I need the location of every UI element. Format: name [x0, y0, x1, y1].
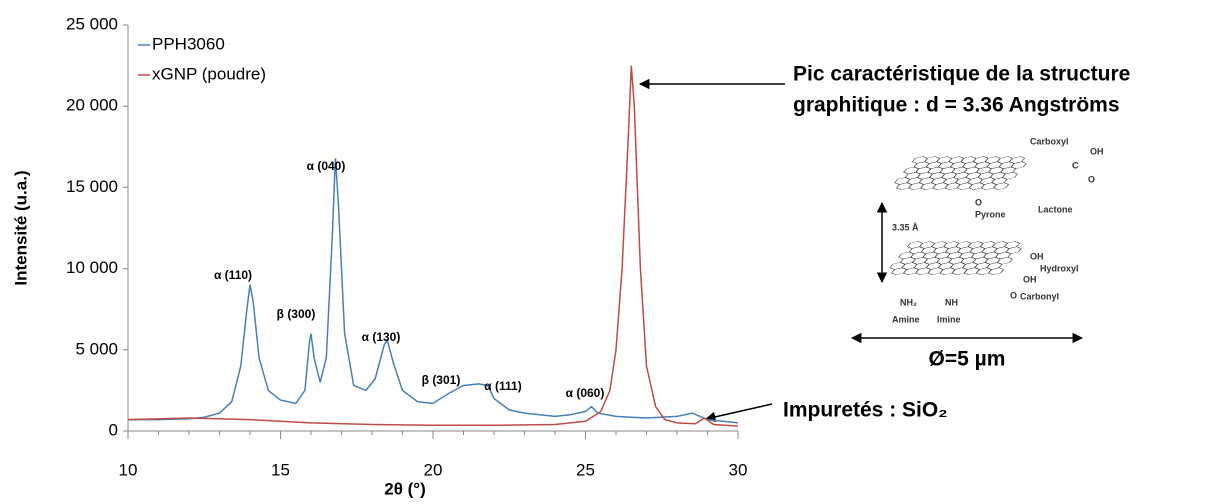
legend-label: PPH3060: [152, 34, 225, 53]
peak-label: β (301): [422, 373, 461, 387]
peak-label: α (110): [214, 268, 252, 282]
x-axis-title: 2θ (°): [384, 479, 426, 498]
peak-label: α (040): [307, 159, 346, 173]
diagram-label: Amine: [892, 314, 920, 324]
diagram-label: Lactone: [1038, 204, 1073, 214]
peak-label: α (111): [484, 379, 521, 393]
legend-label: xGNP (poudre): [152, 64, 266, 83]
diagram-label: 3.35 Å: [892, 222, 919, 232]
diagram-label: O: [975, 197, 982, 207]
diagram-label: Carbonyl: [1020, 291, 1059, 301]
x-tick-label: 10: [119, 460, 138, 479]
x-tick-label: 15: [271, 460, 290, 479]
data-line: [128, 158, 739, 424]
diagram-label: OH: [1030, 251, 1044, 261]
diagram-label: Carboxyl: [1030, 136, 1069, 146]
y-tick-label: 5 000: [75, 339, 118, 358]
arrow: [704, 403, 773, 423]
graphene-sheet: [894, 156, 1027, 190]
diagram-label: NH₂: [900, 297, 917, 307]
diagram-label: O: [1010, 290, 1017, 300]
y-tick-label: 0: [109, 420, 118, 439]
peak-label: β (300): [277, 307, 316, 321]
peak-note: Pic caractéristique de la structure: [793, 63, 1130, 86]
diagram-label: Pyrone: [975, 209, 1006, 219]
peak-label: α (060): [566, 386, 605, 400]
diagram-label: Imine: [937, 314, 961, 324]
y-tick-label: 20 000: [66, 96, 118, 115]
hexagon: [993, 182, 1010, 190]
x-tick-label: 25: [576, 460, 595, 479]
x-tick-label: 20: [424, 460, 443, 479]
size-label: Ø=5 µm: [929, 348, 1006, 371]
y-tick-label: 25 000: [66, 14, 118, 33]
y-tick-label: 10 000: [66, 258, 118, 277]
impurity-note: Impuretés : SiO₂: [783, 399, 948, 422]
y-tick-label: 15 000: [66, 177, 118, 196]
diagram-label: C: [1072, 160, 1079, 170]
diagram-label: O: [1088, 174, 1095, 184]
graphene-sheet: [889, 241, 1022, 275]
diagram-label: NH: [945, 297, 958, 307]
diagram-label: Hydroxyl: [1040, 263, 1079, 273]
diagram-label: OH: [1090, 146, 1104, 156]
diagram-label: OH: [1023, 274, 1037, 284]
peak-note: graphitique : d = 3.36 Angströms: [793, 94, 1120, 117]
hexagon: [988, 267, 1005, 275]
x-tick-label: 30: [729, 460, 748, 479]
y-axis-title: Intensité (u.a.): [11, 170, 30, 285]
data-line: [127, 65, 739, 427]
peak-label: α (130): [362, 330, 401, 344]
